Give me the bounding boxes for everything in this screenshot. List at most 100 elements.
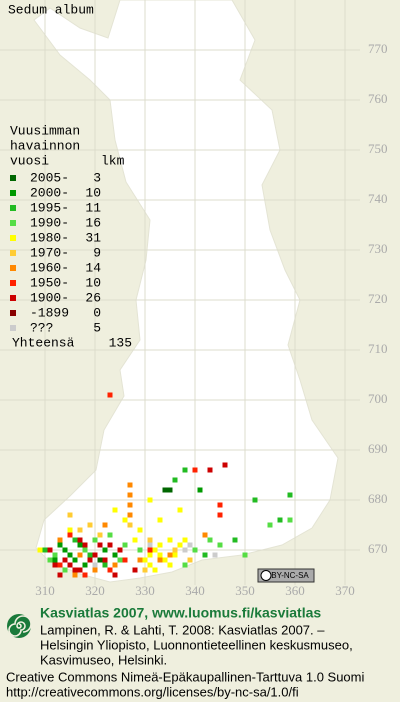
observation-square	[122, 517, 128, 523]
observation-square	[92, 552, 98, 558]
observation-square	[182, 467, 188, 473]
observation-square	[207, 467, 213, 473]
observation-square	[167, 537, 173, 543]
observation-square	[127, 502, 133, 508]
y-tick-label: 710	[368, 341, 388, 356]
x-tick-label: 360	[285, 583, 305, 598]
legend-count: 11	[85, 200, 101, 215]
footer: Lampinen, R. & Lahti, T. 2008: Kasviatla…	[6, 622, 364, 699]
observation-square	[192, 467, 198, 473]
observation-square	[172, 477, 178, 483]
observation-square	[147, 497, 153, 503]
y-tick-label: 750	[368, 141, 388, 156]
observation-square	[82, 542, 88, 548]
observation-square	[87, 557, 93, 563]
observation-square	[167, 552, 173, 558]
legend-swatch	[10, 295, 16, 301]
observation-square	[157, 552, 163, 558]
legend-count: 5	[93, 320, 101, 335]
observation-square	[147, 542, 153, 548]
observation-square	[147, 552, 153, 558]
legend-label: 1900-	[30, 290, 69, 305]
observation-square	[162, 487, 168, 493]
legend-count: 26	[85, 290, 101, 305]
legend-count: 3	[93, 170, 101, 185]
citation-line: Helsingin Yliopisto, Luonnontieteellinen…	[40, 637, 353, 652]
observation-square	[102, 562, 108, 568]
legend-label: 1960-	[30, 260, 69, 275]
observation-square	[112, 552, 118, 558]
observation-square	[202, 552, 208, 558]
observation-square	[52, 562, 58, 568]
legend-heading: havainnon	[10, 138, 80, 153]
observation-square	[172, 552, 178, 558]
observation-square	[72, 567, 78, 573]
legend-swatch	[10, 205, 16, 211]
observation-square	[212, 552, 218, 558]
observation-square	[217, 502, 223, 508]
observation-square	[177, 542, 183, 548]
legend-count: 10	[85, 275, 101, 290]
observation-square	[57, 572, 63, 578]
citation-line: Kasvimuseo, Helsinki.	[40, 652, 167, 667]
observation-square	[267, 522, 273, 528]
legend-swatch	[10, 265, 16, 271]
observation-square	[117, 547, 123, 553]
license-badge-text: BY-NC-SA	[271, 571, 309, 580]
observation-square	[192, 547, 198, 553]
observation-square	[222, 462, 228, 468]
observation-square	[232, 537, 238, 543]
observation-square	[157, 557, 163, 563]
observation-square	[242, 552, 248, 558]
observation-square	[77, 527, 83, 533]
observation-square	[42, 547, 48, 553]
observation-square	[142, 567, 148, 573]
legend-swatch	[10, 325, 16, 331]
observation-square	[122, 542, 128, 548]
legend-count: 14	[85, 260, 101, 275]
observation-square	[57, 537, 63, 543]
observation-square	[72, 537, 78, 543]
observation-square	[57, 542, 63, 548]
observation-square	[112, 507, 118, 513]
y-tick-label: 730	[368, 241, 388, 256]
legend-count: 0	[93, 305, 101, 320]
observation-square	[107, 542, 113, 548]
observation-square	[82, 572, 88, 578]
observation-square	[97, 542, 103, 548]
x-tick-label: 350	[235, 583, 255, 598]
observation-square	[72, 572, 78, 578]
legend-swatch	[10, 235, 16, 241]
legend-label: 2005-	[30, 170, 69, 185]
observation-square	[157, 542, 163, 548]
observation-square	[102, 557, 108, 563]
observation-square	[117, 557, 123, 563]
logo	[7, 614, 32, 638]
observations	[37, 392, 293, 578]
observation-square	[147, 537, 153, 543]
observation-square	[217, 512, 223, 518]
y-tick-label: 740	[368, 191, 388, 206]
citation-line: Lampinen, R. & Lahti, T. 2008: Kasviatla…	[40, 622, 325, 637]
legend-heading: vuosi	[10, 153, 49, 168]
observation-square	[217, 542, 223, 548]
observation-square	[157, 517, 163, 523]
observation-square	[137, 557, 143, 563]
observation-square	[62, 557, 68, 563]
observation-square	[122, 557, 128, 563]
observation-square	[102, 547, 108, 553]
y-tick-label: 690	[368, 441, 388, 456]
observation-square	[77, 552, 83, 558]
legend-label: 1970-	[30, 245, 69, 260]
y-tick-label: 670	[368, 541, 388, 556]
observation-square	[47, 547, 53, 553]
legend-swatch	[10, 280, 16, 286]
legend-swatch	[10, 175, 16, 181]
x-tick-label: 370	[335, 583, 355, 598]
observation-square	[177, 507, 183, 513]
observation-square	[37, 547, 43, 553]
observation-square	[287, 492, 293, 498]
